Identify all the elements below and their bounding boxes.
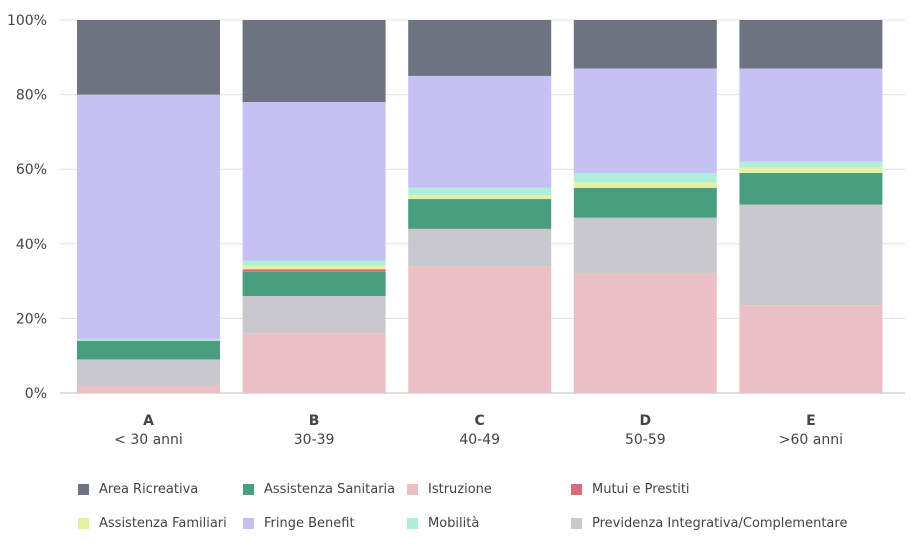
x-tick-label: A — [143, 413, 154, 429]
legend-row: Area Ricreativa Assistenza Sanitaria Istru… — [78, 472, 908, 506]
x-tick-label: E — [806, 413, 816, 429]
stacked-bar-chart: 0% 20% 40% 60% 80% 100% A < 30 anni B 30-39 C 40-4… — [7, 13, 905, 448]
legend-swatch — [407, 517, 418, 529]
bar-segment — [739, 161, 883, 168]
legend-item: Assistenza Familiari — [78, 516, 243, 531]
bar-segment — [408, 199, 552, 229]
bar-segment — [739, 305, 883, 393]
legend-label: Area Ricreativa — [99, 481, 199, 497]
bar-segment — [739, 20, 883, 69]
legend-item: Istruzione — [407, 482, 571, 497]
bar-segment — [77, 20, 220, 95]
bar-segment — [242, 20, 386, 103]
bar-segment — [739, 172, 883, 205]
y-tick-label: 20% — [16, 311, 47, 327]
bar-segment — [77, 359, 220, 386]
bar-segment — [573, 217, 717, 274]
bar-segment — [739, 204, 883, 306]
legend-label: Istruzione — [428, 481, 492, 497]
x-tick-sublabel: 30-39 — [294, 432, 335, 448]
bar-segment — [408, 195, 552, 200]
legend-label: Mutui e Prestiti — [592, 481, 690, 497]
bar-segment — [77, 94, 220, 339]
bar-segment — [739, 167, 883, 173]
bar-segment — [408, 266, 552, 393]
bar-segment — [573, 187, 717, 218]
legend-item: Previdenza Integrativa/Complementare — [571, 516, 871, 531]
y-tick-label: 80% — [16, 88, 47, 104]
x-tick-label: C — [475, 413, 485, 429]
legend: Area Ricreativa Assistenza Sanitaria Istru… — [78, 472, 908, 540]
bar-segment — [573, 68, 717, 173]
bar-segment — [242, 296, 386, 334]
bar-segment — [242, 271, 386, 297]
bar-segment — [408, 75, 552, 188]
legend-item: Mutui e Prestiti — [571, 482, 871, 497]
bar-segment — [408, 228, 552, 267]
legend-row: Assistenza Familiari Fringe Benefit Mobili… — [78, 506, 908, 540]
bar-segment — [77, 385, 220, 393]
bar-segment — [242, 102, 386, 261]
bar-segment — [242, 269, 386, 272]
bar-segment — [573, 20, 717, 69]
bar-segment — [573, 172, 717, 183]
x-tick-label: B — [309, 413, 320, 429]
y-axis: 0% 20% 40% 60% 80% 100% — [7, 13, 47, 402]
y-tick-label: 40% — [16, 237, 47, 253]
legend-swatch — [78, 517, 89, 529]
legend-swatch — [243, 517, 254, 529]
bar-segment — [242, 265, 386, 270]
x-tick-label: D — [639, 413, 651, 429]
legend-swatch — [571, 483, 582, 495]
legend-swatch — [571, 517, 582, 529]
legend-item: Fringe Benefit — [243, 516, 407, 531]
y-tick-label: 0% — [25, 386, 47, 402]
y-tick-label: 100% — [7, 13, 47, 29]
bar-segment — [408, 187, 552, 196]
x-tick-sublabel: 40-49 — [459, 432, 500, 448]
legend-swatch — [78, 483, 89, 495]
legend-label: Previdenza Integrativa/Complementare — [592, 515, 848, 531]
bar-segment — [573, 273, 717, 393]
bar-segment — [739, 68, 883, 162]
legend-label: Mobilità — [428, 515, 480, 531]
legend-item: Assistenza Sanitaria — [243, 482, 407, 497]
legend-swatch — [243, 483, 254, 495]
legend-label: Assistenza Familiari — [99, 515, 227, 531]
x-tick-sublabel: < 30 anni — [114, 432, 183, 448]
bar-segment — [77, 340, 220, 360]
legend-label: Assistenza Sanitaria — [264, 481, 396, 497]
x-axis: A < 30 anni B 30-39 C 40-49 D 50-59 E >60 anni — [114, 413, 843, 448]
bar-segment — [573, 182, 717, 188]
bar-segment — [77, 338, 220, 341]
bars — [77, 20, 883, 393]
legend-label: Fringe Benefit — [264, 515, 355, 531]
legend-item: Area Ricreativa — [78, 482, 243, 497]
y-tick-label: 60% — [16, 162, 47, 178]
legend-swatch — [407, 483, 418, 495]
legend-item: Mobilità — [407, 516, 571, 531]
bar-segment — [242, 260, 386, 266]
x-tick-sublabel: >60 anni — [779, 432, 843, 448]
bar-segment — [408, 20, 552, 76]
bar-segment — [242, 333, 386, 393]
x-tick-sublabel: 50-59 — [625, 432, 666, 448]
